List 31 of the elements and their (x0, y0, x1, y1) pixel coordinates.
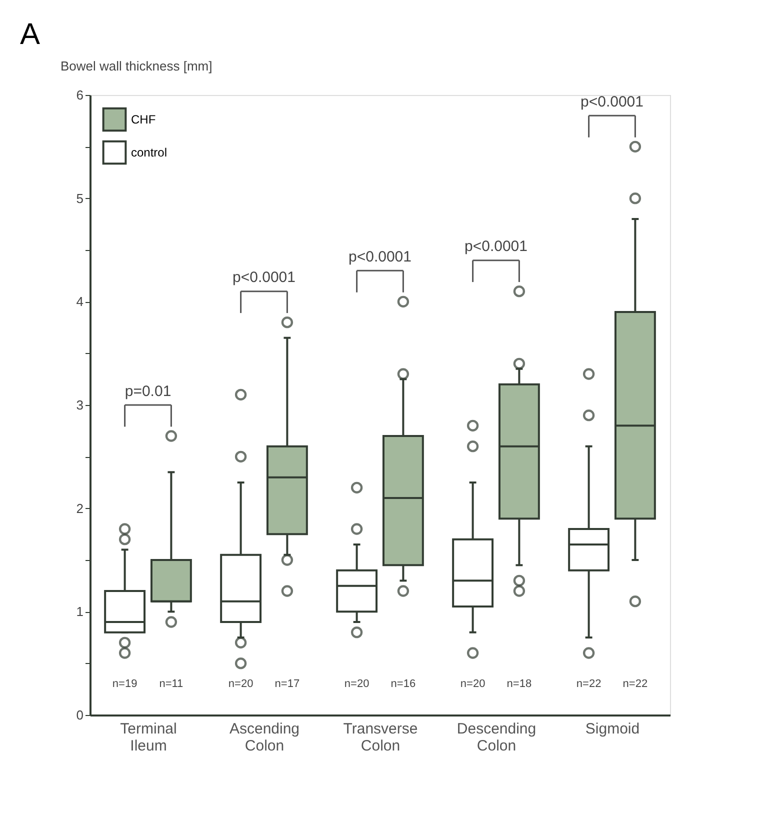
y-tick-label: 0 (76, 708, 84, 722)
annotation: p<0.0001 (232, 269, 296, 286)
x-tick-label: Ascending Colon (229, 720, 300, 754)
annotation: p<0.0001 (464, 238, 528, 256)
annotation: n=22 (576, 678, 602, 690)
legend-label: control (131, 146, 168, 160)
y-tick-label: 5 (76, 190, 84, 206)
legend-label: CHF (131, 112, 156, 126)
x-tick-label: Terminal Ileum (120, 720, 177, 754)
annotation: n=18 (506, 678, 532, 690)
annotation: n=22 (622, 678, 648, 690)
y-tick-label: 4 (76, 294, 84, 310)
annotation: p<0.0001 (348, 248, 412, 266)
y-tick-label: 6 (76, 88, 84, 102)
annotation: n=19 (112, 678, 138, 690)
x-tick-label: Sigmoid (585, 720, 640, 738)
chart-title: A (20, 18, 40, 51)
y-tick-label: 3 (76, 398, 84, 412)
y-tick-label: 2 (76, 500, 84, 516)
annotation: n=20 (344, 678, 370, 690)
x-tick-label: Descending Colon (456, 720, 536, 754)
annotation: n=16 (390, 678, 416, 690)
annotation: n=17 (274, 678, 300, 690)
y-tick-label: 1 (76, 604, 84, 620)
annotation: n=20 (460, 678, 486, 690)
annotation: n=11 (159, 678, 184, 690)
annotation: p<0.0001 (580, 93, 644, 110)
annotation: p=0.01 (124, 382, 172, 400)
x-tick-label: Transverse Colon (343, 720, 418, 754)
annotation: n=20 (228, 678, 254, 690)
y-axis-title: Bowel wall thickness [mm] (60, 58, 212, 74)
